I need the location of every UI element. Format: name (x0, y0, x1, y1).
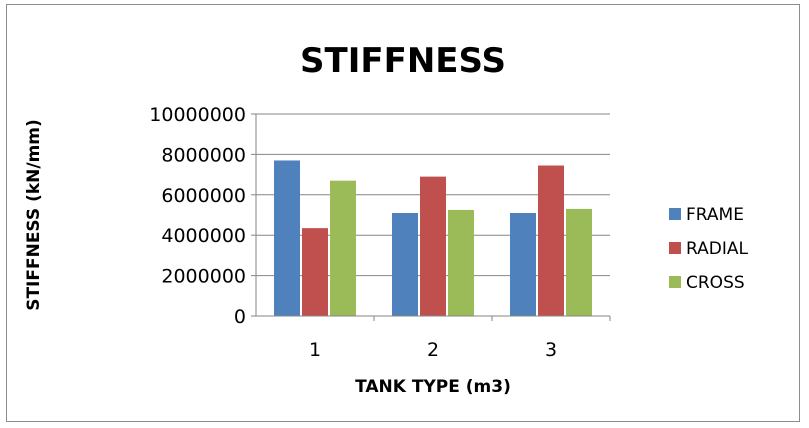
y-tick-labels: 0 2000000 4000000 6000000 8000000 10000000 (149, 104, 246, 328)
y-tick-label: 10000000 (149, 104, 246, 126)
x-tick-label: 3 (545, 339, 557, 361)
bar-frame-1 (274, 160, 300, 316)
y-tick-label: 8000000 (161, 144, 246, 166)
bar-cross-3 (566, 208, 592, 316)
legend: FRAME RADIAL CROSS (669, 205, 748, 293)
x-tick-labels: 1 2 3 (309, 339, 557, 361)
bar-frame-3 (510, 212, 536, 316)
x-tick-label: 2 (427, 339, 439, 361)
y-tick-label: 0 (234, 306, 246, 328)
legend-label-frame: FRAME (686, 205, 744, 225)
bars (274, 160, 592, 316)
y-tick-label: 6000000 (161, 185, 246, 207)
y-axis-title: STIFFNESS (kN/mm) (24, 119, 44, 311)
x-axis-title: TANK TYPE (m3) (355, 377, 511, 397)
bar-cross-1 (330, 180, 356, 316)
legend-label-radial: RADIAL (686, 239, 748, 259)
bar-radial-3 (538, 165, 564, 316)
y-tick-label: 4000000 (161, 225, 246, 247)
x-tick-label: 1 (309, 339, 321, 361)
chart-title: STIFFNESS (300, 41, 506, 81)
legend-swatch-radial (669, 242, 681, 254)
y-tick-label: 2000000 (161, 266, 246, 288)
legend-swatch-frame (669, 208, 681, 220)
bar-radial-2 (420, 176, 446, 316)
legend-label-cross: CROSS (686, 273, 745, 293)
bar-cross-2 (448, 209, 474, 316)
legend-swatch-cross (669, 276, 681, 288)
bar-frame-2 (392, 212, 418, 316)
bar-radial-1 (302, 228, 328, 316)
